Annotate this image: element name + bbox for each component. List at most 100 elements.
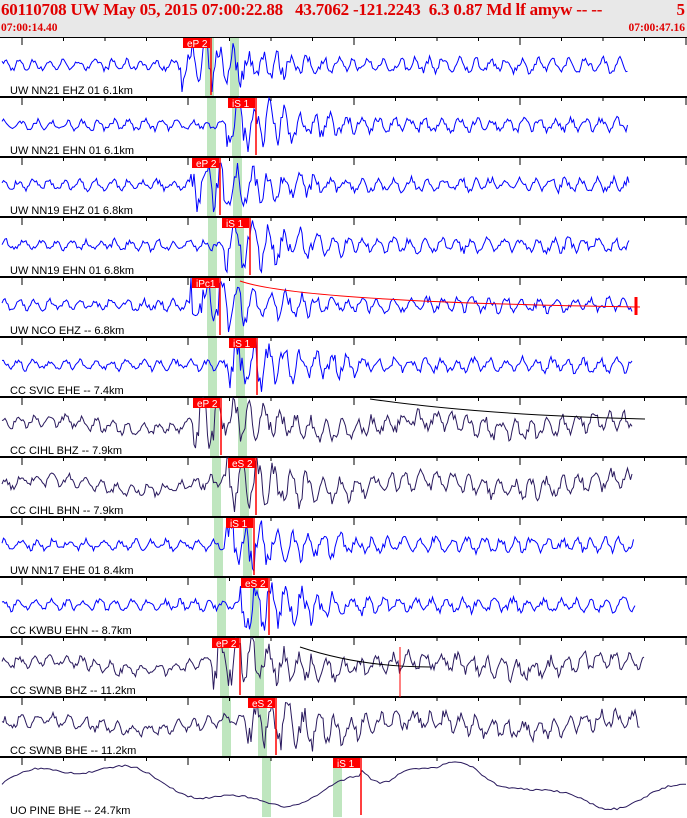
s-window: [258, 697, 267, 757]
pick-label-box: [241, 578, 268, 588]
pick-label: iPc1: [196, 279, 216, 290]
pick-label: iS 1: [233, 339, 251, 350]
waveform: [1, 37, 628, 93]
pick-label-box: [183, 38, 210, 48]
trace-label: UW NN19 EHN 01 6.8km: [10, 265, 134, 277]
trace-row[interactable]: iS 1 UW NN19 EHN 01 6.8km: [0, 216, 687, 277]
waveform: [1, 520, 634, 574]
s-window: [238, 397, 247, 457]
s-window: [333, 757, 342, 817]
phase-pick[interactable]: eS 2: [228, 458, 257, 515]
coda-fit-line: [369, 398, 646, 420]
p-window: [214, 517, 223, 577]
s-window: [255, 637, 264, 697]
phase-pick[interactable]: iS 1: [333, 758, 362, 815]
pick-label-box: [229, 338, 256, 348]
seismogram-panel[interactable]: eP 2 UW NN21 EHZ 01 6.1km iS 1 UW NN21 EHN …: [0, 37, 687, 818]
p-window: [212, 457, 221, 517]
trace-row[interactable]: eS 2 CC SWNB BHE -- 11.2km: [0, 696, 687, 757]
p-window: [217, 577, 226, 637]
event-title: 60110708 UW May 05, 2015 07:00:22.88 43.…: [1, 0, 603, 19]
coda-fit-line: [299, 646, 431, 668]
pick-label-box: [228, 98, 255, 108]
waveform: [1, 162, 630, 213]
pick-label-box: [212, 638, 239, 648]
s-window: [250, 577, 259, 637]
pick-label-box: [333, 758, 360, 768]
trace-label: UO PINE BHE -- 24.7km: [10, 805, 130, 817]
pick-label: eS 2: [232, 459, 253, 470]
p-window: [205, 37, 214, 97]
s-window: [240, 457, 249, 517]
s-window: [233, 157, 242, 217]
waveform: [1, 456, 633, 513]
trace-row[interactable]: iPc1 UW NCO EHZ -- 6.8km: [0, 276, 687, 337]
waveform: [1, 396, 633, 449]
trace-row[interactable]: iS 1 UW NN21 EHN 01 6.1km: [0, 96, 687, 157]
coda-fit-line: [239, 280, 641, 308]
pick-label: eP 2: [187, 39, 208, 50]
end-time: 07:00:47.16: [628, 22, 685, 34]
trace-row[interactable]: iS 1 UW NN17 EHE 01 8.4km: [0, 516, 687, 577]
waveform: [1, 582, 636, 631]
pick-label: iS 1: [226, 219, 244, 230]
trace-row[interactable]: eP 2 UW NN19 EHZ 01 6.8km: [0, 156, 687, 217]
pick-label-box: [248, 698, 275, 708]
pick-label: eP 2: [196, 159, 217, 170]
waveform: [1, 697, 640, 752]
phase-pick[interactable]: iS 1: [228, 98, 257, 155]
trace-row[interactable]: eP 2 CC SWNB BHZ -- 11.2km: [0, 636, 687, 697]
s-window: [230, 37, 239, 97]
phase-pick[interactable]: iS 1: [226, 518, 255, 575]
phase-pick[interactable]: eP 2: [193, 398, 222, 455]
pick-label-box: [228, 458, 255, 468]
waveform: [2, 337, 633, 392]
phase-pick[interactable]: iS 1: [222, 218, 251, 275]
pick-label: eP 2: [216, 639, 237, 650]
trace-row[interactable]: eP 2 UW NN21 EHZ 01 6.1km: [0, 37, 687, 97]
pick-label: eS 2: [252, 699, 273, 710]
trace-label: CC KWBU EHN -- 8.7km: [10, 625, 132, 637]
event-header: 60110708 UW May 05, 2015 07:00:22.88 43.…: [0, 0, 687, 37]
trace-row[interactable]: eS 2 CC CIHL BHN -- 7.9km: [0, 456, 687, 517]
waveform: [1, 761, 687, 811]
p-window: [220, 637, 229, 697]
trace-label: UW NN21 EHN 01 6.1km: [10, 145, 134, 157]
trace-label: UW NN19 EHZ 01 6.8km: [10, 205, 133, 217]
trace-label: CC CIHL BHN -- 7.9km: [10, 505, 123, 517]
p-window: [222, 697, 231, 757]
p-window: [262, 757, 271, 817]
trace-row[interactable]: eP 2 CC CIHL BHZ -- 7.9km: [0, 396, 687, 457]
event-count: 5: [676, 0, 686, 19]
trace-row[interactable]: eS 2 CC KWBU EHN -- 8.7km: [0, 576, 687, 637]
waveform: [1, 636, 645, 690]
s-window: [235, 277, 244, 337]
phase-pick[interactable]: iS 1: [229, 338, 258, 395]
phase-pick[interactable]: iPc1: [192, 278, 221, 335]
pick-label-box: [193, 398, 220, 408]
pick-label-box: [192, 158, 219, 168]
trace-label: UW NCO EHZ -- 6.8km: [10, 325, 124, 337]
trace-label: CC SWNB BHZ -- 11.2km: [10, 685, 136, 697]
trace-label: CC CIHL BHZ -- 7.9km: [10, 445, 122, 457]
pick-label: eP 2: [197, 399, 218, 410]
pick-label-box: [226, 518, 253, 528]
waveform: [1, 277, 633, 333]
s-window: [243, 517, 252, 577]
trace-row[interactable]: iS 1 CC SVIC EHE -- 7.4km: [0, 336, 687, 397]
trace-label: CC SVIC EHE -- 7.4km: [10, 385, 124, 397]
phase-pick[interactable]: eP 2: [212, 638, 241, 695]
pick-label: iS 1: [232, 99, 250, 110]
phase-pick[interactable]: eP 2: [192, 158, 221, 215]
pick-label: iS 1: [337, 759, 355, 770]
trace-row[interactable]: iS 1 UO PINE BHE -- 24.7km: [0, 756, 687, 817]
pick-label: eS 2: [245, 579, 266, 590]
trace-label: UW NN21 EHZ 01 6.1km: [10, 85, 133, 97]
phase-pick[interactable]: eP 2: [183, 38, 212, 95]
pick-label-box: [222, 218, 249, 228]
s-window: [235, 217, 244, 277]
phase-pick[interactable]: eS 2: [241, 578, 270, 635]
waveform: [1, 217, 630, 274]
phase-pick[interactable]: eS 2: [248, 698, 277, 755]
s-window: [232, 97, 241, 157]
